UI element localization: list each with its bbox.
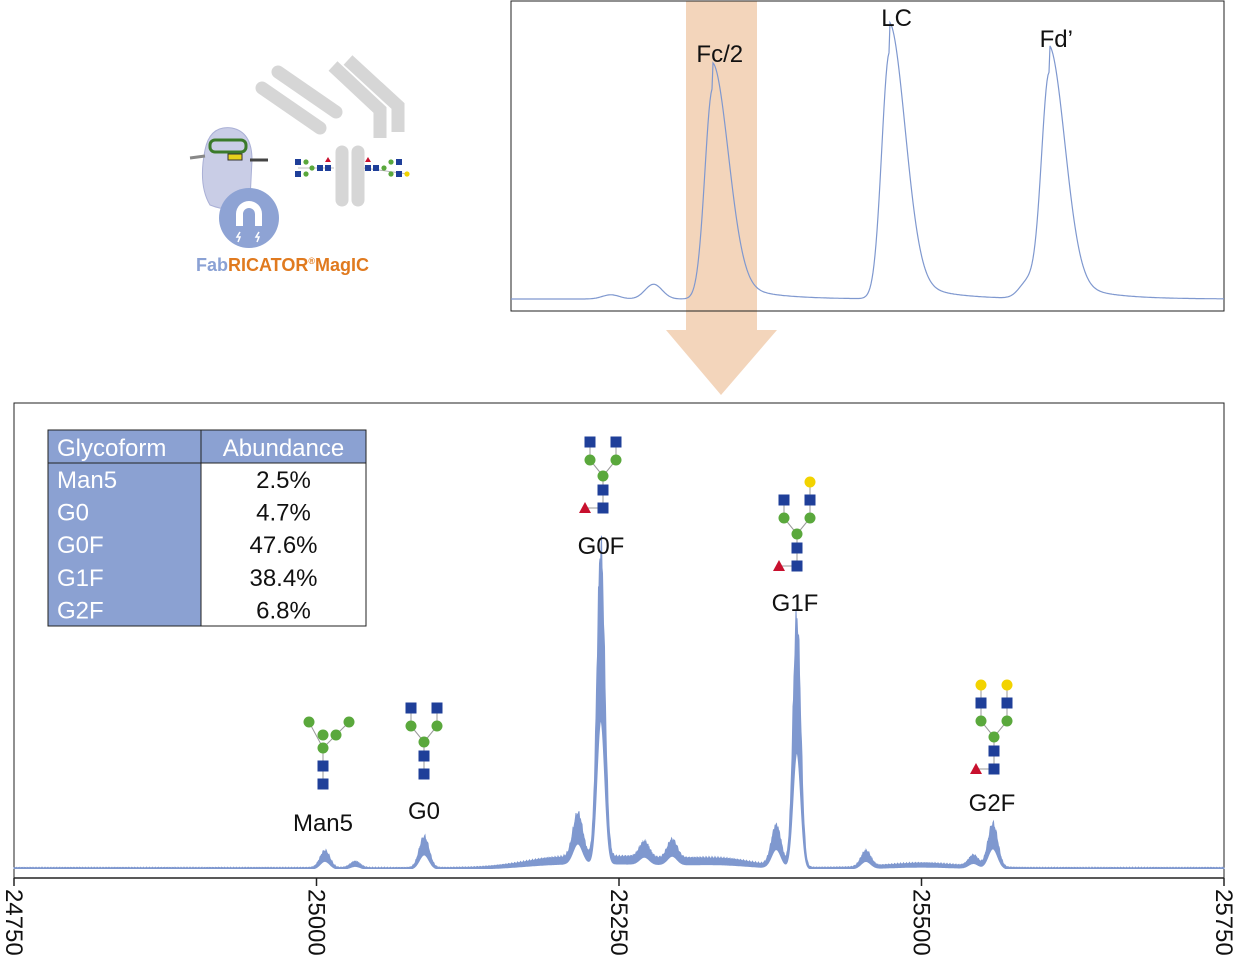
antibody-glycan-icons	[295, 157, 410, 177]
down-arrow	[666, 330, 777, 395]
abundance-cell: 4.7%	[256, 500, 311, 527]
glycan-man5-icon	[303, 716, 355, 790]
logo-fab: Fab	[196, 255, 228, 275]
magnet-badge-icon	[219, 188, 279, 248]
mass-spectrum: 24750 25000 25250 25500 25750 Man5 G0 G0F G1F G2…	[0, 402, 1237, 956]
chromatogram-peak-label: LC	[881, 5, 912, 32]
abundance-table: Glycoform Abundance Man5 2.5% G0 4.7% G0F 47.6%…	[47, 429, 367, 627]
glycan-g1f-icon	[773, 476, 816, 572]
glycoform-cell: G2F	[57, 597, 104, 624]
peak-label-g0: G0	[408, 798, 440, 825]
logo-text: FabRICATOR®MagIC	[196, 255, 369, 275]
table-header	[48, 430, 366, 463]
abundance-cell: 47.6%	[249, 532, 317, 559]
antibody-icon	[255, 55, 405, 207]
table-row: G2F 6.8%	[57, 597, 311, 624]
logo: FabRICATOR®MagIC	[189, 55, 410, 275]
x-tick-label: 24750	[0, 889, 27, 956]
peak-label-g1f: G1F	[772, 590, 819, 617]
peak-label-g0f: G0F	[578, 533, 625, 560]
table-header-abundance: Abundance	[223, 435, 344, 462]
chromatogram-trace	[511, 20, 1224, 300]
spectrum-trace	[13, 535, 1225, 869]
glycan-g0f-icon	[579, 436, 622, 514]
table-row: Man5 2.5%	[57, 467, 311, 494]
mascot-icon	[189, 127, 268, 210]
glycoform-cell: G1F	[57, 565, 104, 592]
table-header-glycoform: Glycoform	[57, 435, 166, 462]
logo-magic: MagIC	[315, 255, 369, 275]
table-row: G0F 47.6%	[57, 532, 318, 559]
glycan-g0-icon	[405, 702, 443, 780]
x-tick-label: 25250	[605, 889, 632, 956]
abundance-cell: 2.5%	[256, 467, 311, 494]
x-tick-label: 25750	[1210, 889, 1237, 956]
peak-label-man5: Man5	[293, 810, 353, 837]
abundance-cell: 38.4%	[249, 565, 317, 592]
chromatogram-peak-label: Fc/2	[696, 41, 743, 68]
glycoform-cell: Man5	[57, 467, 117, 494]
table-row: G1F 38.4%	[57, 565, 318, 592]
logo-registered: ®	[308, 256, 315, 266]
x-tick-label: 25000	[303, 889, 330, 956]
glycan-g2f-icon	[970, 679, 1013, 775]
chromatogram-frame	[510, 0, 1225, 312]
chromatogram-peak-label: Fd’	[1040, 26, 1073, 53]
table-row: G0 4.7%	[57, 500, 311, 527]
glycoform-cell: G0	[57, 500, 89, 527]
x-tick-label: 25500	[908, 889, 935, 956]
logo-ricator: RICATOR	[228, 255, 308, 275]
fc2-highlight	[686, 1, 757, 331]
chromatogram: Fc/2 LC Fd’	[510, 0, 1225, 395]
glycoform-cell: G0F	[57, 532, 104, 559]
peak-label-g2f: G2F	[969, 790, 1016, 817]
abundance-cell: 6.8%	[256, 597, 311, 624]
